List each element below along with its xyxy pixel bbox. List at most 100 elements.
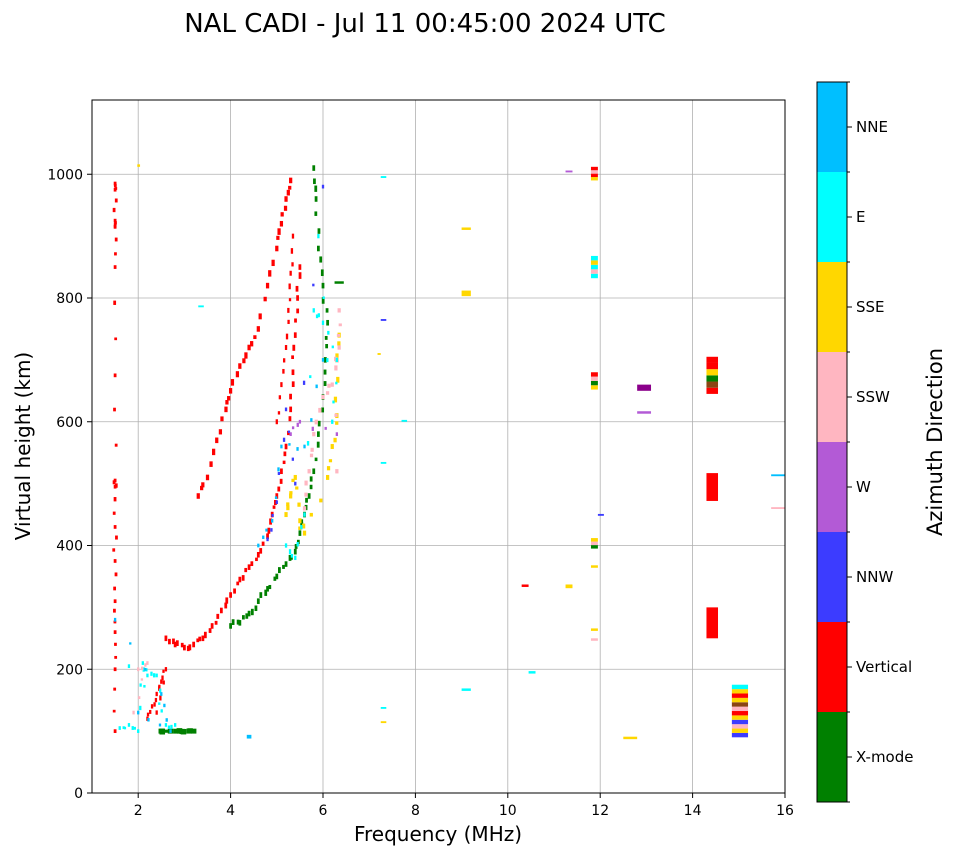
- echo-block-stripe: [706, 362, 719, 370]
- echo-mark: [274, 496, 278, 500]
- echo-mark: [336, 333, 341, 337]
- echo-mark: [298, 419, 302, 424]
- echo-mark: [244, 352, 248, 359]
- echo-mark: [230, 379, 235, 386]
- echo-mark: [331, 345, 334, 349]
- echo-mark: [114, 252, 117, 256]
- colorbar-label: Vertical: [856, 658, 912, 676]
- echo-mark: [269, 518, 272, 525]
- colorbar-segment: [817, 352, 847, 442]
- echo-mark: [298, 518, 302, 524]
- echo-mark: [284, 512, 288, 518]
- echo-mark: [158, 684, 161, 689]
- colorbar-segment: [817, 172, 847, 262]
- echo-mark: [296, 541, 299, 547]
- echo-block: [771, 474, 785, 477]
- echo-mark: [282, 368, 285, 374]
- echo-mark: [247, 344, 251, 351]
- echo-mark: [229, 592, 232, 598]
- chart-title: NAL CADI - Jul 11 00:45:00 2024 UTC: [184, 9, 666, 39]
- echo-mark: [334, 356, 338, 362]
- echo-mark: [253, 335, 257, 340]
- colorbar-label: SSW: [856, 388, 890, 406]
- echo-mark: [280, 382, 283, 388]
- echo-mark: [298, 530, 302, 536]
- echo-block-stripe: [590, 372, 598, 377]
- colorbar-label: E: [856, 208, 865, 226]
- echo-mark: [302, 380, 306, 385]
- echo-mark: [137, 729, 140, 733]
- echo-mark: [113, 183, 117, 187]
- echo-mark: [328, 459, 333, 463]
- echo-mark: [282, 358, 286, 363]
- echo-block-stripe: [706, 369, 719, 376]
- echo-mark: [326, 319, 330, 326]
- echo-mark: [113, 599, 117, 604]
- echo-mark: [200, 485, 204, 491]
- echo-mark: [293, 332, 297, 338]
- echo-block: [198, 305, 204, 308]
- echo-mark: [316, 431, 320, 437]
- echo-mark: [321, 358, 325, 362]
- echo-mark: [284, 561, 288, 567]
- echo-mark: [337, 345, 341, 350]
- echo-mark: [327, 330, 330, 335]
- echo-mark: [164, 635, 168, 642]
- echo-mark: [201, 635, 205, 642]
- echo-mark: [146, 673, 149, 678]
- echo-block-stripe: [590, 255, 598, 261]
- colorbar-label: SSE: [856, 298, 885, 316]
- plot-area: 2 4 6 8 10 12 14 16 0 200 400 600 800 1000: [47, 99, 794, 819]
- echo-mark: [225, 597, 229, 604]
- echo-mark: [325, 308, 329, 313]
- echo-mark: [271, 518, 274, 523]
- echo-block: [246, 734, 252, 739]
- echo-mark: [312, 431, 316, 437]
- echo-mark: [323, 381, 327, 387]
- echo-mark: [175, 640, 179, 647]
- echo-block: [706, 473, 719, 501]
- echo-block-stripe: [590, 385, 598, 390]
- echo-block: [461, 227, 471, 230]
- plot-frame: [91, 99, 786, 794]
- y-tick-label: 200: [56, 662, 83, 678]
- x-tick-label: 16: [776, 803, 794, 819]
- echo-block-stripe: [731, 702, 749, 707]
- x-tick-label: 4: [226, 803, 235, 819]
- echo-mark: [152, 673, 156, 678]
- echo-block: [565, 170, 573, 173]
- echo-mark: [290, 553, 294, 558]
- echo-mark: [268, 270, 272, 277]
- echo-block: [590, 628, 598, 631]
- echo-mark: [289, 432, 292, 436]
- echo-block-stripe: [590, 545, 598, 549]
- echo-mark: [297, 502, 301, 507]
- data-marks: [112, 164, 785, 740]
- echo-mark: [287, 307, 290, 313]
- echo-block: [461, 290, 471, 297]
- echo-mark: [282, 460, 286, 465]
- x-tick-label: 2: [134, 803, 143, 819]
- echo-mark: [235, 371, 240, 378]
- echo-mark: [316, 441, 320, 448]
- echo-mark: [163, 703, 166, 708]
- echo-mark: [220, 416, 224, 422]
- echo-mark: [296, 422, 299, 427]
- echo-mark: [233, 588, 236, 594]
- echo-mark: [326, 358, 329, 363]
- echo-mark: [283, 205, 288, 211]
- echo-mark: [144, 663, 147, 667]
- echo-block-stripe: [590, 260, 598, 265]
- echo-mark: [209, 461, 213, 467]
- echo-mark: [218, 429, 223, 435]
- echo-mark: [335, 469, 339, 474]
- echo-mark: [282, 437, 286, 442]
- echo-mark: [183, 644, 186, 651]
- echo-mark: [288, 185, 292, 190]
- echo-mark: [114, 642, 117, 646]
- echo-mark: [198, 636, 202, 642]
- echo-mark: [314, 211, 318, 216]
- echo-mark: [295, 285, 299, 292]
- echo-mark: [293, 548, 297, 555]
- echo-mark: [277, 228, 281, 235]
